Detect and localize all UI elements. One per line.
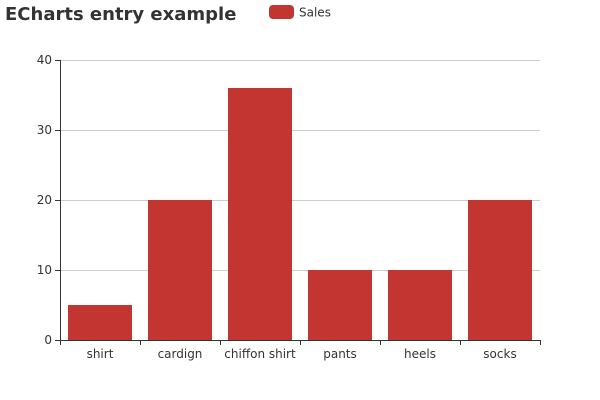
legend[interactable]: Sales [269, 5, 331, 20]
y-tick-label: 0 [44, 333, 52, 347]
bar-shirt[interactable] [68, 305, 132, 340]
x-tick-label: chiffon shirt [224, 347, 296, 361]
y-axis-ticks: 0 10 20 30 40 [37, 53, 60, 347]
bar-chiffon-shirt[interactable] [228, 88, 292, 340]
x-tick-label: shirt [87, 347, 114, 361]
grid-lines [60, 60, 540, 271]
x-axis-ticks: shirt cardign chiffon shirt pants heels socks [60, 340, 541, 361]
y-tick-label: 40 [37, 53, 52, 67]
chart-title: ECharts entry example [5, 4, 236, 25]
bar-heels[interactable] [388, 270, 452, 340]
x-tick-label: cardign [158, 347, 203, 361]
legend-swatch-sales[interactable] [269, 5, 294, 19]
bars [68, 88, 532, 340]
bar-socks[interactable] [468, 200, 532, 340]
x-tick-label: heels [404, 347, 436, 361]
y-tick-label: 30 [37, 123, 52, 137]
legend-label-sales[interactable]: Sales [299, 6, 331, 20]
y-tick-label: 20 [37, 193, 52, 207]
y-tick-label: 10 [37, 263, 52, 277]
x-tick-label: pants [323, 347, 357, 361]
bar-pants[interactable] [308, 270, 372, 340]
bar-cardign[interactable] [148, 200, 212, 340]
x-tick-label: socks [483, 347, 516, 361]
